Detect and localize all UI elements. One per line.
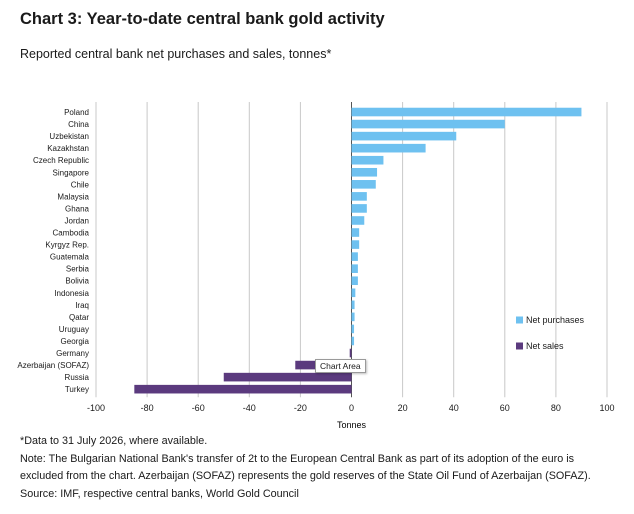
legend-label-net-sales: Net sales xyxy=(526,341,564,351)
bar-iraq xyxy=(351,300,355,310)
x-tick-label: 0 xyxy=(349,403,354,413)
bar-china xyxy=(351,119,505,129)
category-label-china: China xyxy=(68,120,89,129)
category-label-germany: Germany xyxy=(56,349,89,358)
x-tick-label: 100 xyxy=(599,403,614,413)
category-label-malaysia: Malaysia xyxy=(57,192,89,201)
bar-serbia xyxy=(351,264,358,273)
category-label-kyrgyz-rep: Kyrgyz Rep. xyxy=(45,241,89,250)
x-tick-label: 80 xyxy=(551,403,561,413)
bar-georgia xyxy=(351,336,355,346)
bar-singapore xyxy=(351,167,378,177)
footnote-note-line-2: excluded from the chart. Azerbaijan (SOF… xyxy=(20,470,591,483)
x-tick-labels: -100 -80 -60 -40 -20 0 20 40 60 80 100 xyxy=(87,403,615,413)
category-label-qatar: Qatar xyxy=(69,313,89,322)
chart-area-tooltip: Chart Area xyxy=(315,359,366,373)
category-label-indonesia: Indonesia xyxy=(54,289,89,298)
bar-cambodia xyxy=(351,228,360,237)
category-label-czech-republic: Czech Republic xyxy=(33,156,89,165)
category-label-kazakhstan: Kazakhstan xyxy=(47,144,89,153)
category-label-iraq: Iraq xyxy=(75,301,89,310)
bar-ghana xyxy=(351,204,367,213)
x-tick-label: 20 xyxy=(398,403,408,413)
bar-jordan xyxy=(351,216,365,225)
footnote-data-date: *Data to 31 July 2026, where available. xyxy=(20,435,208,447)
x-tick-label: -60 xyxy=(192,403,205,413)
bar-qatar xyxy=(351,312,355,322)
category-label-azerbaijan-sofaz: Azerbaijan (SOFAZ) xyxy=(17,361,89,370)
bar-kazakhstan xyxy=(351,143,426,153)
x-tick-label: -100 xyxy=(87,403,105,413)
category-label-serbia: Serbia xyxy=(66,265,90,274)
category-label-bolivia: Bolivia xyxy=(65,277,89,286)
bar-poland xyxy=(351,107,582,117)
category-label-turkey: Turkey xyxy=(65,385,89,394)
bar-kyrgyz-rep xyxy=(351,240,360,249)
bar-uzbekistan xyxy=(351,131,457,141)
category-label-uruguay: Uruguay xyxy=(59,325,89,334)
chart-title: Chart 3: Year-to-date central bank gold … xyxy=(20,10,385,28)
x-tick-label: 40 xyxy=(449,403,459,413)
legend-swatch-net-sales xyxy=(516,342,523,350)
bar-czech-republic xyxy=(351,155,384,165)
legend-swatch-net-purchases xyxy=(516,316,523,324)
footnote-source: Source: IMF, respective central banks, W… xyxy=(20,487,299,500)
category-label-cambodia: Cambodia xyxy=(53,229,90,238)
bar-guatemala xyxy=(351,252,358,261)
bars xyxy=(134,107,582,394)
bar-uruguay xyxy=(351,324,355,334)
category-label-uzbekistan: Uzbekistan xyxy=(49,132,89,141)
bar-russia xyxy=(223,372,352,382)
category-label-chile: Chile xyxy=(71,180,90,189)
category-label-guatemala: Guatemala xyxy=(50,253,90,262)
bar-bolivia xyxy=(351,276,358,286)
bar-chart: Poland China Uzbekistan Kazakhstan Czech Rep… xyxy=(17,102,615,430)
bar-turkey xyxy=(134,384,352,394)
bar-germany xyxy=(349,348,352,358)
bar-indonesia xyxy=(351,288,356,298)
category-labels: Poland China Uzbekistan Kazakhstan Czech Rep… xyxy=(17,108,89,394)
category-label-ghana: Ghana xyxy=(65,204,90,213)
chart-subtitle: Reported central bank net purchases and … xyxy=(20,47,332,61)
category-label-georgia: Georgia xyxy=(61,337,90,346)
bar-malaysia xyxy=(351,192,367,201)
category-label-poland: Poland xyxy=(64,108,89,117)
x-axis-label: Tonnes xyxy=(337,420,367,430)
category-label-russia: Russia xyxy=(65,373,90,382)
bar-chile xyxy=(351,180,376,189)
x-tick-label: -20 xyxy=(294,403,307,413)
footnotes: *Data to 31 July 2026, where available. … xyxy=(20,433,626,503)
x-tick-label: -80 xyxy=(141,403,154,413)
category-label-jordan: Jordan xyxy=(65,216,89,225)
legend-label-net-purchases: Net purchases xyxy=(526,315,585,325)
x-tick-label: 60 xyxy=(500,403,510,413)
category-label-singapore: Singapore xyxy=(53,168,90,177)
legend: Net purchases Net sales xyxy=(516,315,585,351)
footnote-note-line-1: Note: The Bulgarian National Bank's tran… xyxy=(20,452,575,465)
x-tick-label: -40 xyxy=(243,403,256,413)
